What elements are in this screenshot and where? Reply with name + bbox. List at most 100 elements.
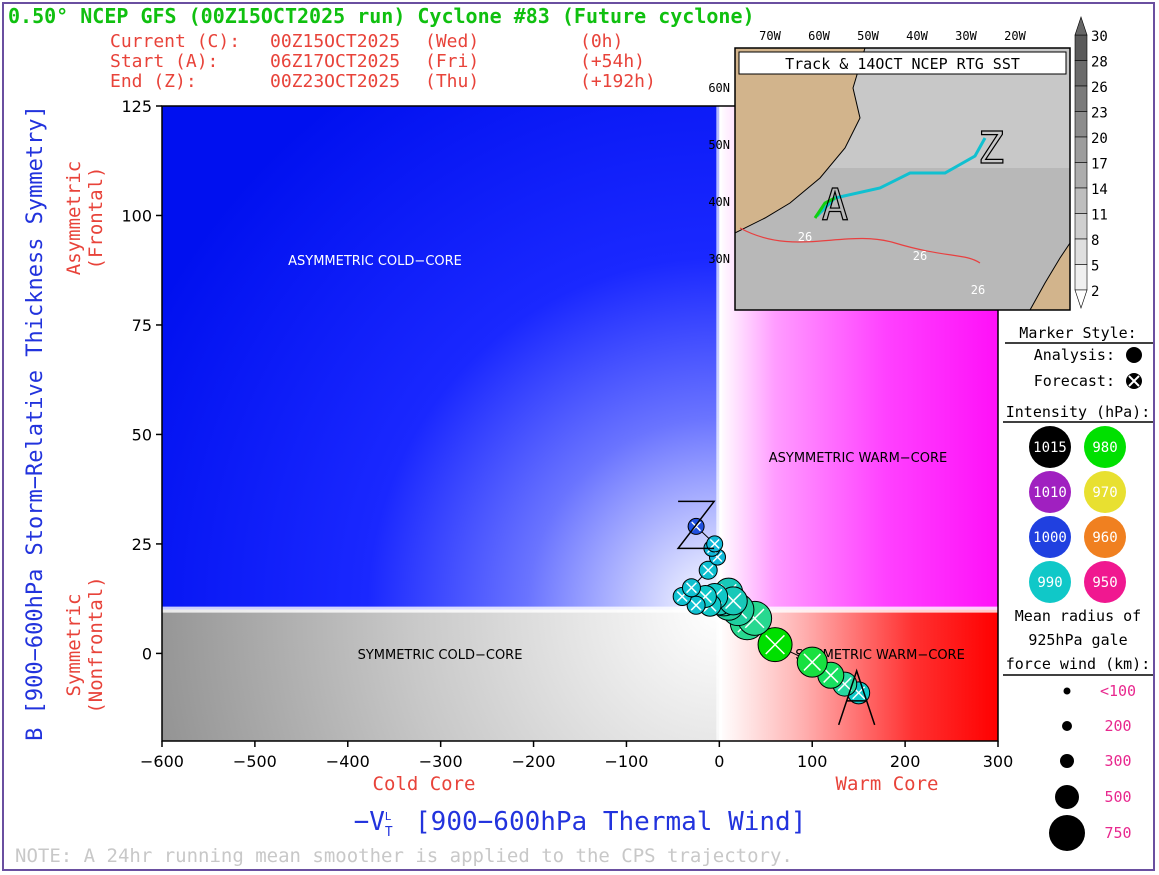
header-offset: (0h) bbox=[580, 31, 623, 52]
colorbar-label: 2 bbox=[1091, 284, 1099, 300]
y-tick-label: 125 bbox=[121, 97, 152, 116]
legend-radius-value: 500 bbox=[1104, 788, 1131, 806]
sym-cold-region bbox=[162, 609, 720, 741]
x-tick-label: −200 bbox=[512, 752, 556, 771]
legend-radius-circle bbox=[1062, 721, 1072, 731]
legend-intensity-circle bbox=[1029, 471, 1071, 513]
header-date: 06Z17OCT2025 bbox=[270, 51, 400, 72]
colorbar-label: 8 bbox=[1091, 233, 1099, 249]
inset-lon-label: 60W bbox=[808, 29, 830, 43]
x-tick-label: −300 bbox=[419, 752, 463, 771]
inset-title-box bbox=[738, 51, 1067, 75]
legend-intensity-circle bbox=[1084, 561, 1126, 603]
asym-label: Asymmetric bbox=[63, 161, 85, 275]
inset-lat-label: 30N bbox=[708, 252, 730, 266]
colorbar-cell bbox=[1074, 136, 1088, 163]
x-tick-label: 100 bbox=[797, 752, 828, 771]
legend-intensity-value: 1000 bbox=[1033, 530, 1067, 546]
asym-cold-region bbox=[162, 106, 720, 610]
inset-border bbox=[734, 47, 1071, 311]
colorbar-label: 28 bbox=[1091, 55, 1108, 71]
y-axis-label: B [900−600hPa Storm−Relative Thickness S… bbox=[23, 105, 48, 741]
colorbar-cell bbox=[1074, 264, 1088, 291]
header-label: Start (A): bbox=[110, 51, 218, 72]
y-tick-label: 50 bbox=[132, 425, 152, 444]
legend-intensity-value: 970 bbox=[1092, 485, 1117, 501]
inset-lon-label: 40W bbox=[906, 29, 928, 43]
x-tick-label: 0 bbox=[714, 752, 724, 771]
track-point-cross bbox=[803, 653, 822, 671]
legend-marker-style: Marker Style: bbox=[1019, 324, 1136, 342]
y-tick-label: 25 bbox=[132, 535, 152, 554]
inset-lon-label: 30W bbox=[955, 29, 977, 43]
inset-lon-label: 50W bbox=[857, 29, 879, 43]
x-tick-label: 300 bbox=[983, 752, 1014, 771]
region-label-sym-cold: SYMMETRIC COLD−CORE bbox=[358, 648, 523, 663]
legend-forecast-cross bbox=[1128, 375, 1140, 387]
x-tick-label: −400 bbox=[326, 752, 370, 771]
colorbar-bottom-arrow bbox=[1074, 289, 1088, 309]
header-label: End (Z): bbox=[110, 71, 197, 92]
header-day: (Thu) bbox=[425, 71, 479, 92]
legend-intensity-circle bbox=[1029, 426, 1071, 468]
x-tick-label: −100 bbox=[604, 752, 648, 771]
legend-intensity-value: 1010 bbox=[1033, 485, 1067, 501]
track-point bbox=[698, 560, 718, 580]
inset-lon-label: 70W bbox=[759, 29, 781, 43]
legend-intensity-circle bbox=[1029, 516, 1071, 558]
legend-intensity-title: Intensity (hPa): bbox=[1006, 403, 1151, 421]
sym-label: Symmetric bbox=[63, 594, 85, 697]
header-date: 00Z15OCT2025 bbox=[270, 31, 400, 52]
track-point-cross bbox=[685, 582, 697, 594]
colorbar-cell bbox=[1074, 213, 1088, 240]
legend-forecast: Forecast: bbox=[1034, 372, 1115, 390]
inset-track-start bbox=[813, 196, 836, 219]
legend-intensity-circle bbox=[1084, 426, 1126, 468]
track-point-cross bbox=[837, 676, 852, 692]
colorbar-label: 23 bbox=[1091, 106, 1108, 122]
legend-radius-circle bbox=[1060, 754, 1074, 768]
colorbar-label: 5 bbox=[1091, 259, 1099, 275]
inset-map bbox=[734, 47, 1071, 311]
legend-intensity-circle bbox=[1084, 471, 1126, 513]
colorbar-cell bbox=[1074, 85, 1088, 112]
colorbar-top-arrow bbox=[1074, 16, 1088, 36]
colorbar-cell bbox=[1074, 60, 1088, 87]
colorbar-cell bbox=[1074, 162, 1088, 189]
track-point bbox=[796, 646, 828, 678]
legend-radius-title: 925hPa gale bbox=[1028, 631, 1127, 649]
track-point-cross bbox=[709, 539, 720, 549]
vt-zero-band bbox=[716, 106, 723, 741]
legend-radius-title: force wind (km): bbox=[1006, 655, 1151, 673]
sst-colorbar bbox=[1074, 16, 1088, 309]
inset-sst-label: 26 bbox=[913, 249, 927, 263]
track-point-cross bbox=[702, 564, 714, 576]
track-point-cross bbox=[712, 552, 723, 562]
track-point-cross bbox=[725, 592, 742, 610]
inset-start-marker: A bbox=[822, 180, 849, 231]
track-point-cross bbox=[690, 599, 702, 611]
inset-lat-label: 60N bbox=[708, 81, 730, 95]
colorbar-cell bbox=[1074, 238, 1088, 265]
inset-lat-label: 40N bbox=[708, 195, 730, 209]
header-offset: (+54h) bbox=[580, 51, 645, 72]
header-label: Current (C): bbox=[110, 31, 240, 52]
legend-radius-value: 300 bbox=[1104, 752, 1131, 770]
track-point-cross bbox=[823, 667, 839, 683]
footer-note: NOTE: A 24hr running mean smoother is ap… bbox=[15, 845, 793, 867]
inset-sst-26-contour bbox=[739, 227, 981, 264]
legend-intensity-value: 1015 bbox=[1033, 440, 1067, 456]
x-tick-label: −500 bbox=[233, 752, 277, 771]
sym-sub-label: (Nonfrontal) bbox=[85, 576, 107, 713]
legend-intensity-value: 960 bbox=[1092, 530, 1117, 546]
track-point bbox=[686, 595, 706, 615]
header-day: (Fri) bbox=[425, 51, 479, 72]
chart-title: 0.50° NCEP GFS (00Z15OCT2025 run) Cyclon… bbox=[8, 4, 755, 28]
colorbar-label: 17 bbox=[1091, 157, 1108, 173]
warm-core-label: Warm Core bbox=[836, 773, 939, 795]
colorbar-label: 20 bbox=[1091, 131, 1108, 147]
header-day: (Wed) bbox=[425, 31, 479, 52]
legend-radius-circle bbox=[1055, 785, 1079, 809]
